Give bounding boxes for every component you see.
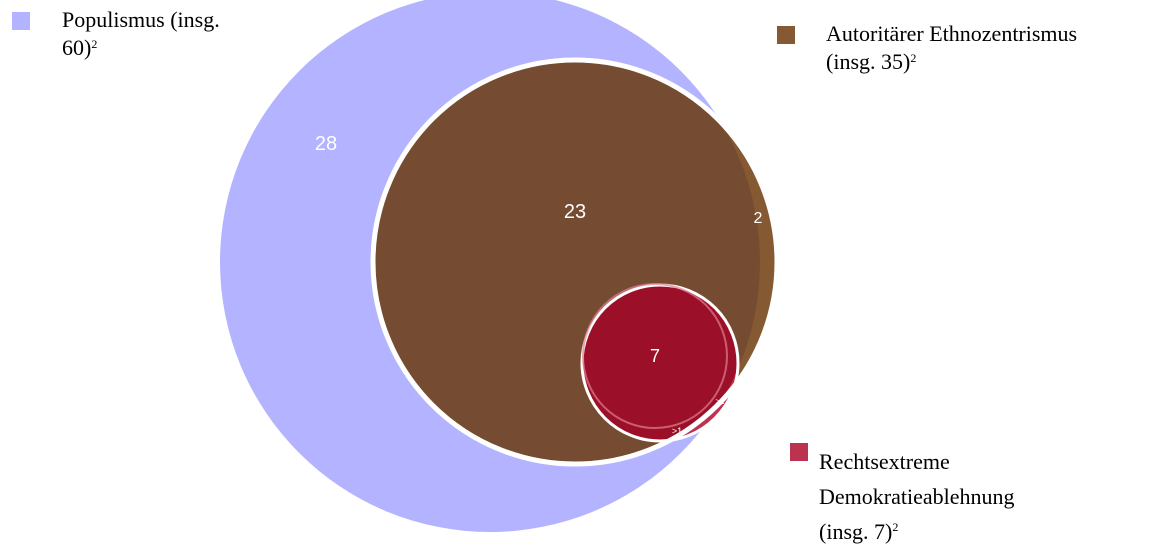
- legend-populismus: Populismus (insg. 60)2: [62, 6, 220, 62]
- legend-autoritaer: Autoritärer Ethnozentrismus (insg. 35)2: [826, 20, 1077, 76]
- legend-rechtsextrem-line3-wrap: (insg. 7)2: [819, 514, 1015, 549]
- legend-autoritaer-line2: (insg. 35): [826, 49, 911, 74]
- legend-rechtsextrem: Rechtsextreme Demokratieablehnung (insg.…: [819, 444, 1015, 549]
- legend-populismus-line2: 60): [62, 35, 92, 60]
- legend-autoritaer-footnote: 2: [910, 51, 917, 65]
- label-autoritaer-only: 2: [754, 210, 763, 227]
- legend-swatch-populismus: [12, 12, 30, 30]
- all-three-overlap: [582, 285, 738, 441]
- label-populismus-only: 28: [315, 133, 337, 155]
- legend-rechtsextrem-line2: Demokratieablehnung: [819, 484, 1015, 509]
- autoritaer-outline: [370, 57, 780, 467]
- legend-swatch-rechtsextrem: [790, 443, 808, 461]
- legend-autoritaer-line1: Autoritärer Ethnozentrismus: [826, 21, 1078, 46]
- legend-rechtsextrem-line1: Rechtsextreme: [819, 449, 950, 474]
- legend-swatch-autoritaer: [777, 26, 795, 44]
- legend-populismus-line2-wrap: 60)2: [62, 34, 220, 62]
- label-populismus-autoritaer: 23: [564, 201, 586, 223]
- label-populismus-rechts: >1: [672, 426, 682, 436]
- label-autoritaer-rechts: >1: [715, 397, 725, 406]
- legend-rechtsextrem-line3: (insg. 7): [819, 519, 893, 544]
- rechtsextrem-inner-ring: [582, 283, 728, 429]
- legend-populismus-line1: Populismus (insg.: [62, 7, 220, 32]
- legend-autoritaer-line2-wrap: (insg. 35)2: [826, 48, 1077, 76]
- legend-rechtsextrem-footnote: 2: [892, 520, 899, 534]
- legend-populismus-footnote: 2: [91, 37, 98, 51]
- label-all-three: 7: [650, 346, 660, 366]
